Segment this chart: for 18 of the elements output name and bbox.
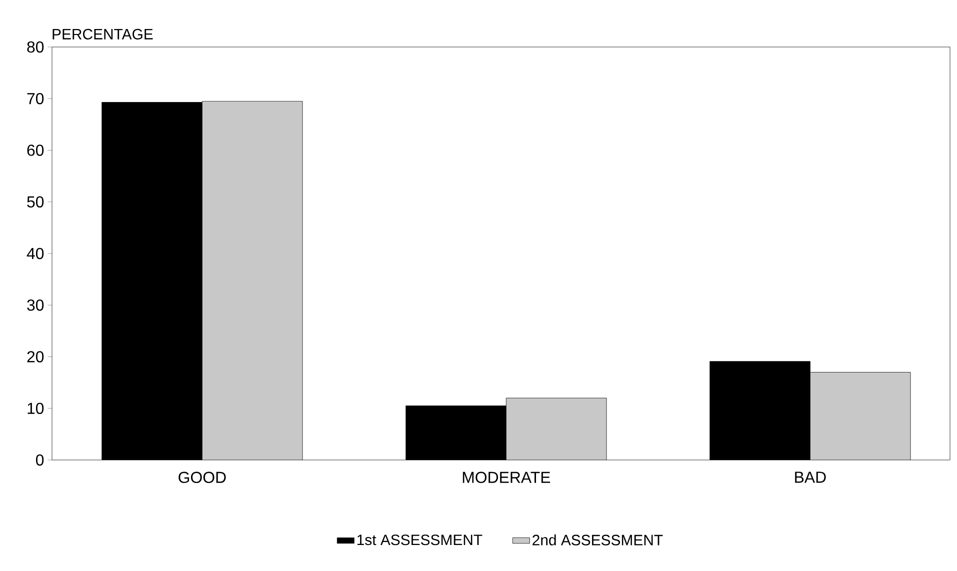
y-tick-label: 20 xyxy=(27,351,44,362)
legend-label: 2nd ASSESSMENT xyxy=(532,534,663,546)
x-tick-label: MODERATE xyxy=(462,472,550,484)
legend-label: 1st ASSESSMENT xyxy=(357,534,482,546)
y-axis-title: PERCENTAGE xyxy=(52,28,153,40)
x-tick-label: GOOD xyxy=(178,472,226,484)
y-tick-label: 0 xyxy=(36,454,44,466)
y-tick-label: 70 xyxy=(27,92,44,104)
bar xyxy=(506,398,607,460)
bar xyxy=(810,372,911,460)
y-tick-label: 40 xyxy=(26,248,44,260)
x-tick-label: BAD xyxy=(795,472,826,483)
y-tick-label: 10 xyxy=(28,402,44,414)
bar xyxy=(202,101,303,460)
y-tick-label: 30 xyxy=(27,299,44,311)
y-tick-label: 80 xyxy=(27,41,44,53)
y-tick-label: 50 xyxy=(27,196,44,208)
y-tick-label: 60 xyxy=(27,144,44,156)
